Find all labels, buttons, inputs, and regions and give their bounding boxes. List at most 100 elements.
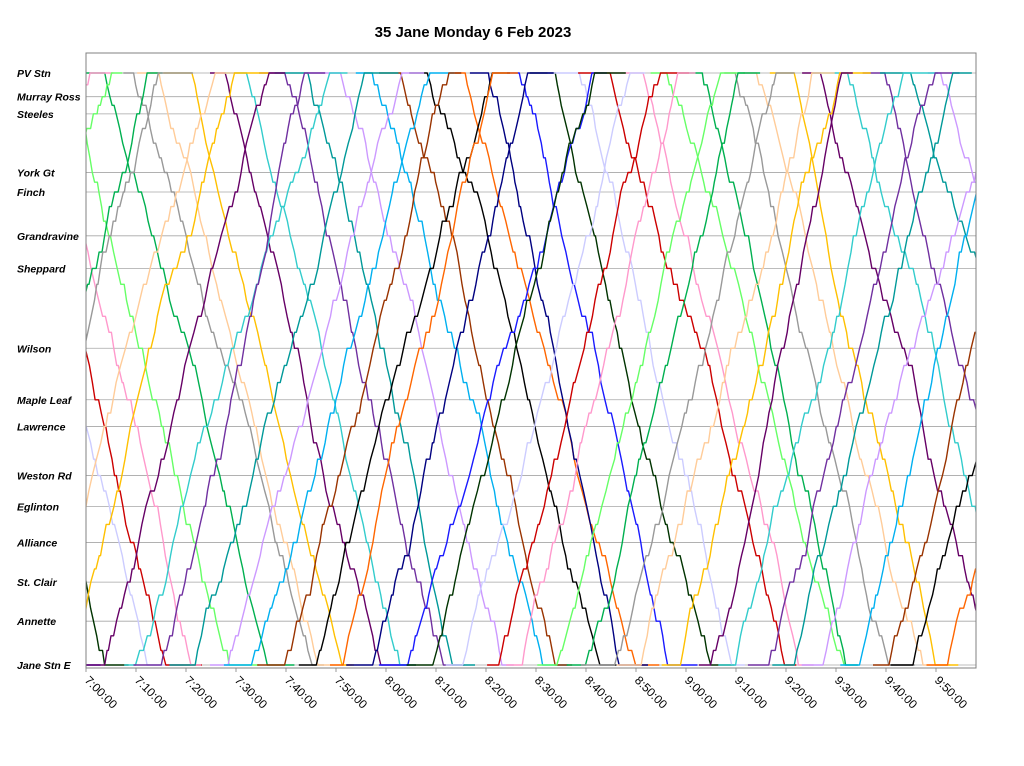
trip-line — [346, 72, 554, 666]
x-tick-label: 8:20:00 — [482, 673, 520, 711]
trip-line — [86, 72, 286, 666]
trip-line — [747, 72, 960, 666]
trip-line — [678, 72, 859, 666]
trip-group — [86, 72, 976, 666]
stop-label: Murray Ross — [17, 92, 81, 104]
x-tick-label: 8:50:00 — [632, 673, 670, 711]
trip-line — [507, 72, 698, 666]
trip-line — [772, 72, 972, 666]
x-tick-label: 8:30:00 — [532, 673, 570, 711]
x-tick-label: 7:30:00 — [232, 673, 270, 711]
stop-label: St. Clair — [17, 577, 58, 589]
trip-line — [578, 72, 797, 666]
trip-line — [86, 72, 163, 295]
trip-line — [123, 72, 324, 666]
trip-line — [86, 72, 295, 666]
x-tick-label: 9:20:00 — [782, 673, 820, 711]
x-tick-label: 7:20:00 — [182, 673, 220, 711]
stop-label: Weston Rd — [17, 471, 72, 483]
trip-line — [86, 72, 240, 510]
trip-line — [445, 72, 646, 666]
stop-label: Maple Leaf — [17, 395, 73, 407]
trip-line — [769, 72, 959, 666]
stop-label: Annette — [16, 616, 56, 628]
x-tick-label: 7:50:00 — [332, 673, 370, 711]
trip-line — [169, 72, 399, 666]
x-tick-label: 9:40:00 — [882, 673, 920, 711]
x-tick-label: 9:50:00 — [932, 673, 970, 711]
trip-line — [406, 72, 626, 666]
stop-label: Lawrence — [17, 421, 66, 433]
stop-label: Steeles — [17, 109, 54, 121]
trip-line — [469, 72, 648, 666]
trip-line — [743, 72, 951, 666]
trip-line — [926, 568, 976, 666]
trip-line — [86, 129, 259, 666]
trip-line — [86, 72, 269, 613]
trip-line — [801, 168, 976, 666]
trip-line — [210, 72, 425, 666]
stop-label: York Gt — [17, 167, 55, 179]
x-tick-label: 9:00:00 — [682, 673, 720, 711]
trip-line — [409, 72, 617, 666]
stop-label: Eglinton — [17, 501, 59, 513]
trip-line — [529, 72, 735, 666]
trip-line — [86, 348, 202, 666]
x-tick-label: 9:10:00 — [732, 673, 770, 711]
trip-line — [698, 72, 853, 666]
trip-lines — [86, 72, 976, 666]
trip-line — [547, 72, 745, 666]
x-tick-label: 9:30:00 — [832, 673, 870, 711]
trip-line — [223, 72, 455, 666]
trip-line — [718, 72, 939, 666]
plot-area — [85, 52, 977, 669]
x-tick-label: 8:40:00 — [582, 673, 620, 711]
trip-line — [307, 72, 514, 666]
trip-line — [873, 331, 976, 666]
trip-line — [355, 72, 569, 666]
trip-line — [224, 72, 416, 666]
trip-line — [661, 72, 871, 666]
trip-line — [137, 72, 352, 666]
chart-title: 35 Jane Monday 6 Feb 2023 — [375, 24, 572, 41]
trip-line — [812, 72, 976, 516]
time-tick-labels: 7:00:00 7:10:00 7:20:00 7:30:00 7:40:00 7:50:… — [82, 668, 970, 712]
x-tick-label: 7:10:00 — [132, 673, 170, 711]
trip-line — [862, 72, 976, 412]
stop-label: Jane Stn E — [17, 660, 72, 672]
trip-line — [379, 72, 573, 666]
stop-label: Grandravine — [17, 231, 79, 243]
trip-line — [650, 72, 858, 666]
trip-line — [86, 425, 184, 666]
stop-label: Alliance — [16, 537, 57, 549]
trip-line — [133, 72, 326, 666]
trip-line — [581, 72, 795, 666]
trip-line — [616, 72, 835, 666]
stop-label: Wilson — [17, 343, 51, 355]
trip-line — [378, 72, 607, 666]
trip-line — [86, 241, 201, 666]
trip-line — [163, 72, 354, 666]
trip-line — [487, 72, 690, 666]
trip-line — [210, 72, 416, 666]
trip-line — [124, 72, 348, 666]
trip-line — [890, 459, 976, 666]
trip-line — [880, 72, 976, 260]
stop-label: PV Stn — [17, 68, 51, 80]
trip-line — [566, 72, 761, 666]
trip-line — [927, 72, 976, 186]
trip-line — [506, 72, 696, 666]
trip-line — [86, 72, 123, 136]
stop-labels: PV Stn Murray Ross Steeles York Gt Finch Gran… — [16, 68, 81, 672]
trip-line — [330, 72, 518, 666]
stop-label: Finch — [17, 187, 45, 199]
trip-line — [86, 72, 193, 344]
x-tick-label: 7:40:00 — [282, 673, 320, 711]
trip-line — [537, 72, 745, 666]
x-tick-label: 7:00:00 — [82, 673, 120, 711]
x-tick-label: 8:10:00 — [432, 673, 470, 711]
trip-line — [257, 72, 462, 666]
stop-label: Sheppard — [17, 263, 66, 275]
x-tick-label: 8:00:00 — [382, 673, 420, 711]
